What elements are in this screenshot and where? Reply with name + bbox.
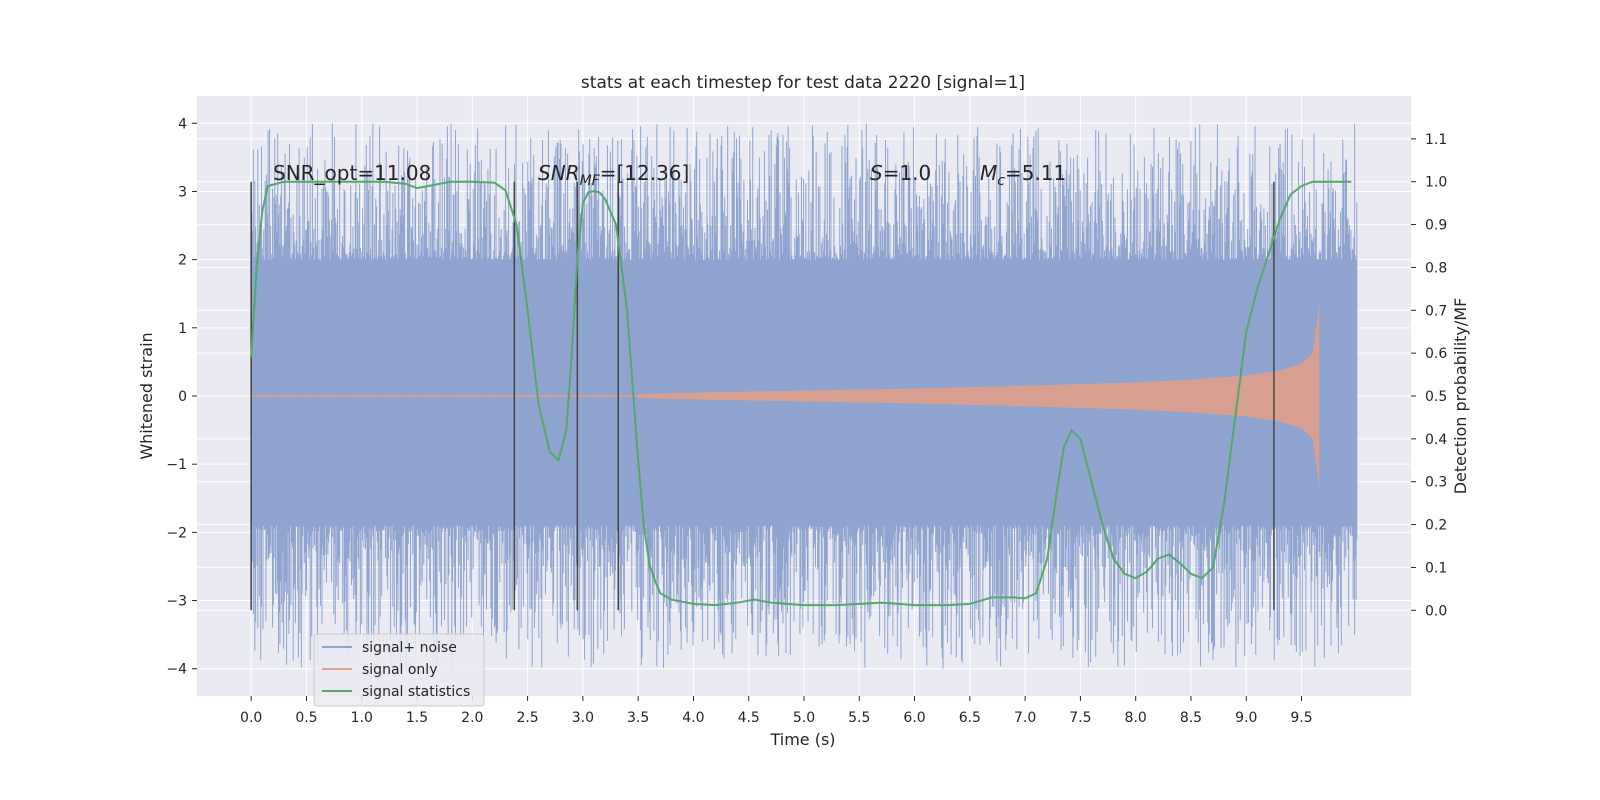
x-tick-label: 3.5 <box>627 710 649 726</box>
y-left-tick-label: 4 <box>178 116 187 132</box>
annotation-s: S=1.0 <box>870 161 931 185</box>
y-left-tick-label: 0 <box>178 389 187 405</box>
x-tick-label: 8.0 <box>1125 710 1147 726</box>
annotation-mc-value: =5.11 <box>1005 161 1066 185</box>
x-tick-label: 8.5 <box>1180 710 1202 726</box>
y-left-tick-label: −4 <box>166 662 187 678</box>
y-left-tick-label: −1 <box>166 457 187 473</box>
annotation-mc: Mc=5.11 <box>980 161 1066 189</box>
y-left-tick-label: 1 <box>178 321 187 337</box>
y-left-tick-label: 3 <box>178 184 187 200</box>
legend-box <box>313 633 485 707</box>
annotation-mc-sub: c <box>997 173 1005 189</box>
x-tick-label: 1.0 <box>351 710 373 726</box>
legend-label-signal-statistics: signal statistics <box>362 684 470 700</box>
y-right-axis-label: Detection probability/MF <box>1451 298 1470 495</box>
x-tick-label: 2.5 <box>516 710 538 726</box>
x-tick-label: 5.0 <box>793 710 815 726</box>
y-right-tick-label: 0.3 <box>1425 475 1447 491</box>
y-right-tick-label: 0.1 <box>1425 560 1447 576</box>
x-tick-label: 9.0 <box>1235 710 1257 726</box>
y-left-axis-ticks: −4 −3 −2 −1 0 1 2 3 4 <box>166 116 197 678</box>
x-tick-label: 7.0 <box>1014 710 1036 726</box>
x-tick-label: 6.5 <box>959 710 981 726</box>
x-tick-label: 3.0 <box>572 710 594 726</box>
legend: signal+ noise signal only signal statist… <box>313 633 485 707</box>
y-right-tick-label: 0.4 <box>1425 432 1447 448</box>
y-right-tick-label: 0.9 <box>1425 218 1447 234</box>
annotation-s-main: S <box>870 161 883 185</box>
y-right-tick-label: 0.7 <box>1425 303 1447 319</box>
y-right-tick-label: 0.5 <box>1425 389 1447 405</box>
x-tick-label: 0.0 <box>240 710 262 726</box>
x-tick-label: 4.0 <box>682 710 704 726</box>
signal-only-series <box>251 303 1320 489</box>
y-right-tick-label: 0.2 <box>1425 518 1447 534</box>
x-axis-label: Time (s) <box>769 730 835 749</box>
annotation-snr-opt: SNR_opt=11.08 <box>273 161 431 185</box>
y-right-tick-label: 0.6 <box>1425 346 1447 362</box>
annotation-mc-main: M <box>980 161 997 185</box>
signal-only-envelope <box>638 303 1320 489</box>
annotation-s-value: =1.0 <box>883 161 932 185</box>
x-tick-label: 0.5 <box>295 710 317 726</box>
x-tick-label: 4.5 <box>738 710 760 726</box>
y-right-axis-ticks: 0.0 0.1 0.2 0.3 0.4 0.5 0.6 0.7 0.8 0.9 1.0 1.1 <box>1411 132 1447 619</box>
annotation-snr-mf-value: =[12.36] <box>600 161 690 185</box>
y-right-tick-label: 1.0 <box>1425 175 1447 191</box>
y-right-tick-label: 0.0 <box>1425 603 1447 619</box>
signal-statistics-series <box>250 180 1352 607</box>
legend-label-signal-only: signal only <box>362 662 437 678</box>
x-tick-label: 1.5 <box>406 710 428 726</box>
legend-label-signal-noise: signal+ noise <box>362 640 457 656</box>
signal-plus-noise-series <box>250 123 1358 669</box>
annotation-snr-mf-sub: MF <box>580 173 601 189</box>
signal-statistics-line <box>250 180 1352 607</box>
x-tick-label: 7.5 <box>1069 710 1091 726</box>
annotation-snr-mf-main: SNR <box>538 161 580 185</box>
x-tick-label: 6.0 <box>903 710 925 726</box>
y-left-tick-label: 2 <box>178 253 187 269</box>
y-left-tick-label: −3 <box>166 594 187 610</box>
y-left-tick-label: −2 <box>166 525 187 541</box>
y-right-tick-label: 0.8 <box>1425 260 1447 276</box>
annotation-snr-mf: SNRMF=[12.36] <box>538 161 689 189</box>
x-tick-label: 2.0 <box>461 710 483 726</box>
y-left-axis-label: Whitened strain <box>137 332 156 459</box>
x-tick-label: 5.5 <box>848 710 870 726</box>
chart-title: stats at each timestep for test data 222… <box>581 73 1025 93</box>
x-tick-label: 9.5 <box>1290 710 1312 726</box>
y-right-tick-label: 1.1 <box>1425 132 1447 148</box>
